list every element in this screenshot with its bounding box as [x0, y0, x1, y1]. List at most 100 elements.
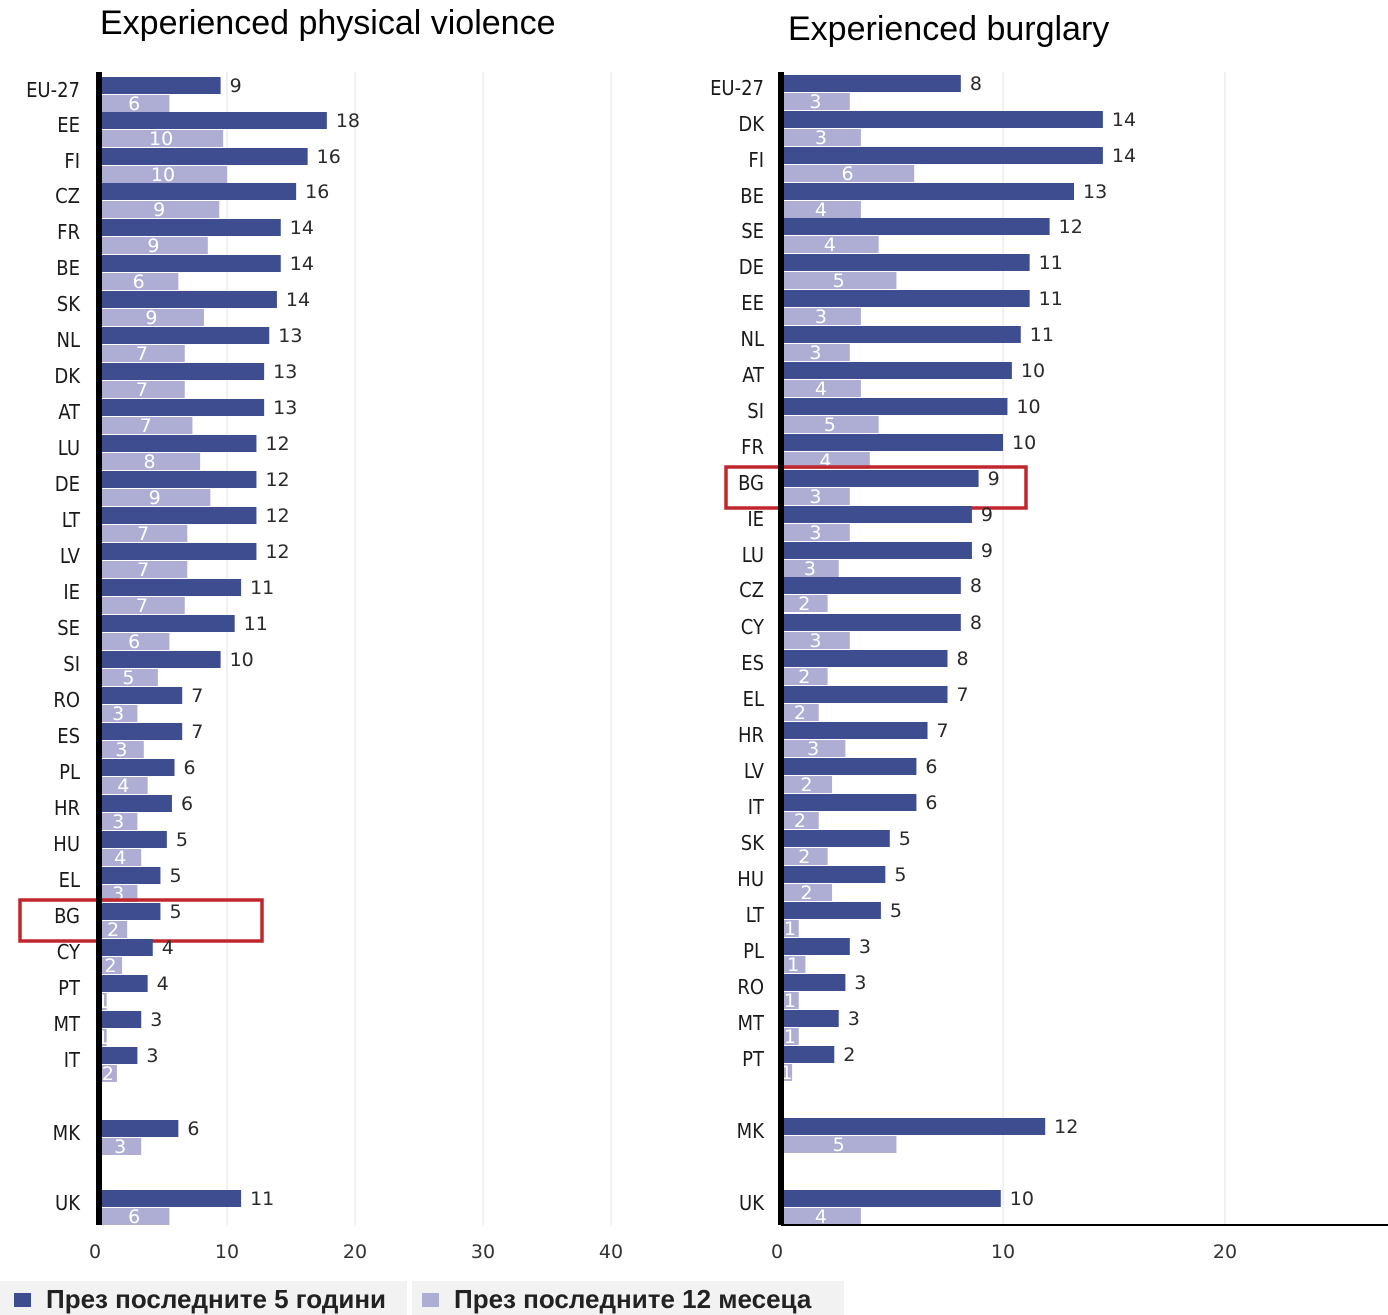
data-label-12-months: 3	[809, 486, 821, 508]
legend-bg	[0, 1281, 407, 1315]
bar-5-years	[781, 290, 1030, 307]
bar-5-years	[781, 147, 1103, 164]
bar-5-years	[99, 435, 257, 452]
bar-5-years	[99, 1190, 242, 1207]
bar-5-years	[781, 434, 1003, 451]
data-label-12-months: 1	[784, 990, 796, 1012]
bar-5-years	[781, 974, 846, 991]
bar-5-years	[99, 1011, 142, 1028]
data-label-5-years: 2	[843, 1044, 855, 1066]
category-label: PT	[742, 1047, 765, 1071]
category-label: EE	[741, 291, 764, 315]
data-label-12-months: 5	[833, 270, 845, 292]
category-label: LV	[60, 544, 81, 568]
data-label-5-years: 11	[1039, 252, 1063, 274]
category-label: EU-27	[26, 78, 80, 102]
data-label-12-months: 3	[114, 1136, 126, 1158]
data-label-5-years: 6	[181, 793, 193, 815]
x-tick-label: 40	[599, 1241, 623, 1263]
bar-12-months	[99, 1065, 117, 1082]
data-label-5-years: 10	[1021, 360, 1045, 382]
bar-12-months	[781, 992, 799, 1009]
bar-12-months	[99, 237, 208, 254]
data-label-5-years: 13	[273, 361, 297, 383]
bar-12-months	[781, 236, 879, 253]
data-label-12-months: 6	[128, 93, 140, 115]
category-label: ES	[57, 724, 80, 748]
category-label: CY	[57, 940, 81, 964]
data-label-12-months: 4	[815, 378, 827, 400]
data-label-5-years: 7	[957, 684, 969, 706]
x-tick-label: 0	[771, 1241, 783, 1263]
bar-5-years	[781, 218, 1050, 235]
bar-12-months	[781, 956, 806, 973]
data-label-5-years: 11	[250, 1188, 274, 1210]
category-label: BE	[56, 256, 80, 280]
bar-12-months	[781, 848, 828, 865]
bar-12-months	[99, 453, 201, 470]
category-label: MT	[53, 1012, 81, 1036]
data-label-5-years: 4	[162, 937, 174, 959]
bar-12-months	[99, 309, 204, 326]
category-label: AT	[742, 363, 765, 387]
data-label-12-months: 2	[107, 919, 119, 941]
category-label: SE	[57, 616, 80, 640]
chart-title: Experienced burglary	[788, 10, 1109, 48]
bar-12-months	[781, 1028, 799, 1045]
bar-12-months	[99, 417, 193, 434]
x-tick-label: 10	[991, 1241, 1015, 1263]
bar-5-years	[781, 1190, 1001, 1207]
data-label-12-months: 3	[112, 811, 124, 833]
bar-12-months	[99, 166, 227, 183]
bar-5-years	[99, 687, 183, 704]
data-label-12-months: 1	[784, 918, 796, 940]
category-label: BG	[738, 471, 764, 495]
category-label: FI	[64, 149, 80, 173]
chart-violence: Experienced physical violence96EU-271810…	[18, 4, 623, 1263]
data-label-5-years: 6	[925, 756, 937, 778]
bar-5-years	[781, 722, 928, 739]
category-label: LV	[744, 759, 765, 783]
data-label-5-years: 11	[1039, 288, 1063, 310]
data-label-12-months: 9	[147, 235, 159, 257]
data-label-12-months: 4	[815, 1206, 827, 1228]
data-label-5-years: 6	[184, 757, 196, 779]
bar-5-years	[99, 939, 153, 956]
data-label-5-years: 3	[848, 1008, 860, 1030]
data-label-12-months: 6	[133, 271, 145, 293]
data-label-12-months: 9	[145, 307, 157, 329]
data-label-5-years: 10	[1012, 432, 1036, 454]
data-label-12-months: 3	[809, 342, 821, 364]
bar-12-months	[99, 777, 148, 794]
category-label: MK	[53, 1121, 82, 1145]
data-label-12-months: 9	[153, 199, 165, 221]
data-label-5-years: 10	[1010, 1188, 1034, 1210]
data-label-5-years: 5	[169, 901, 181, 923]
category-label: DE	[739, 255, 764, 279]
legend-swatch	[422, 1293, 439, 1307]
data-label-5-years: 3	[146, 1045, 158, 1067]
bar-12-months	[99, 1138, 142, 1155]
data-label-5-years: 9	[230, 75, 242, 97]
bar-12-months	[781, 416, 879, 433]
bar-5-years	[781, 111, 1103, 128]
data-label-12-months: 3	[804, 558, 816, 580]
data-label-12-months: 3	[809, 522, 821, 544]
bar-12-months	[781, 884, 833, 901]
data-label-5-years: 13	[273, 397, 297, 419]
category-label: LU	[58, 436, 80, 460]
legend-label: През последните 12 месеца	[454, 1284, 812, 1314]
bar-5-years	[99, 363, 265, 380]
data-label-5-years: 12	[265, 505, 289, 527]
data-label-5-years: 13	[278, 325, 302, 347]
bar-12-months	[781, 165, 915, 182]
legend-label: През последните 5 години	[46, 1284, 386, 1314]
data-label-5-years: 14	[1112, 109, 1136, 131]
data-label-5-years: 7	[191, 685, 203, 707]
bar-5-years	[781, 362, 1012, 379]
category-label: AT	[58, 400, 81, 424]
bar-5-years	[781, 614, 961, 631]
category-label: SE	[741, 219, 764, 243]
category-label: RO	[737, 975, 764, 999]
category-label: FR	[57, 220, 80, 244]
